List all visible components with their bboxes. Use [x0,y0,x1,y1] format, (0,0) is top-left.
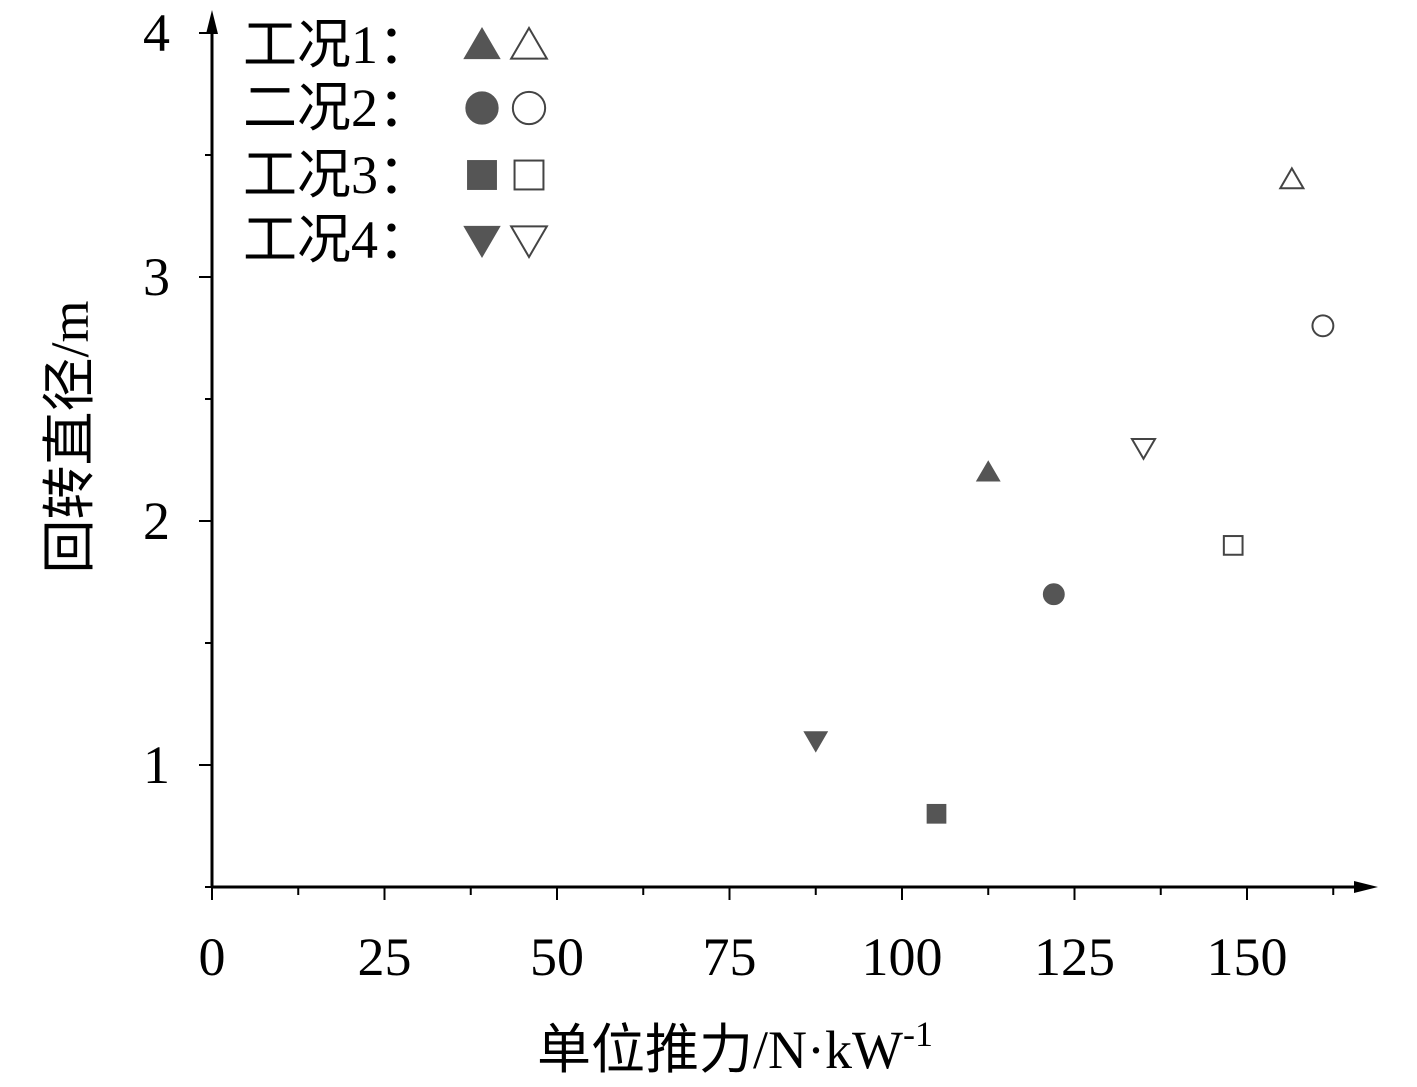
x-tick-label: 50 [530,927,584,987]
legend-marker-circle-filled [465,91,499,125]
data-point-triangle-down-hollow [1130,438,1157,461]
x-tick-label: 25 [358,927,412,987]
legend-label: 工况1： [243,15,432,75]
legend-marker-circle-hollow [511,90,547,126]
legend-marker-square-filled [467,160,497,190]
data-points [803,166,1335,824]
y-tick-label: 1 [143,735,170,795]
legend-label: 二况2： [243,78,432,138]
x-tick-label: 125 [1034,927,1115,987]
y-tick-label: 4 [143,3,170,63]
y-axis-title: 回转直径/m [40,300,100,573]
legend-label: 工况4： [243,210,432,270]
axes [206,10,1378,893]
x-axis-title: 单位推力/N·kW-1 [537,1014,933,1080]
legend: 工况1：二况2： 工况3：工况4： [243,15,549,270]
x-axis-arrow [1354,881,1378,893]
data-point-triangle-up-hollow [1278,166,1306,190]
data-point-square-filled [926,803,947,824]
y-axis-arrow [206,10,218,34]
x-tick-label: 100 [862,927,943,987]
tick-marks: 0 25 50 75 100 125 150 1 2 3 4 [143,3,1335,987]
y-tick-label: 3 [143,247,170,307]
legend-marker-triangle-up-filled [463,27,501,60]
y-tick-label: 2 [143,491,170,551]
x-axis-title-superscript: -1 [903,1014,933,1054]
data-point-triangle-up-filled [975,460,1001,482]
data-point-circle-hollow [1311,314,1335,338]
legend-marker-triangle-up-hollow [509,26,549,60]
legend-label: 工况3： [243,145,432,205]
legend-marker-square-hollow [513,159,545,191]
x-tick-label: 75 [703,927,757,987]
data-point-square-hollow [1222,535,1244,556]
x-tick-label: 150 [1207,927,1288,987]
data-point-triangle-down-filled [803,731,829,753]
x-tick-label: 0 [199,927,226,987]
legend-marker-triangle-down-filled [463,225,501,258]
data-point-circle-filled [1042,583,1065,606]
legend-marker-triangle-down-hollow [509,225,549,259]
